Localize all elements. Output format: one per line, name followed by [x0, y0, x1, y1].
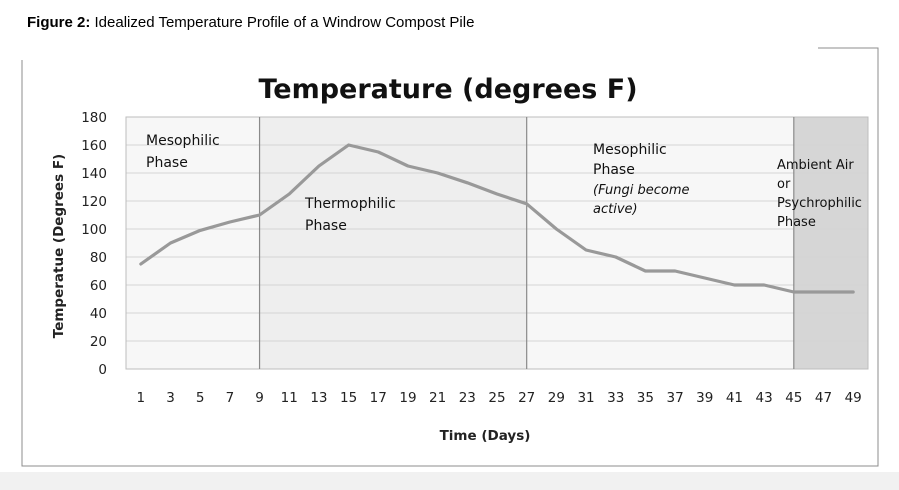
y-tick-label: 120	[81, 194, 107, 210]
x-tick-label: 7	[226, 390, 235, 406]
figure-caption: Figure 2: Idealized Temperature Profile …	[27, 14, 474, 31]
y-tick-label: 160	[81, 138, 107, 154]
phase-label-line: or	[777, 177, 791, 192]
x-tick-labels: 1 3 5 7 9 11 13 15 17 19 21 23 25 27 29 31 33 35 37 39 41 43 4…	[137, 390, 862, 406]
phase-regions	[126, 117, 868, 369]
x-tick-label: 49	[845, 390, 862, 406]
x-tick-label: 47	[815, 390, 832, 406]
x-tick-label: 27	[518, 390, 535, 406]
x-tick-label: 25	[488, 390, 505, 406]
phase-region-1	[126, 117, 260, 369]
x-tick-label: 3	[166, 390, 175, 406]
x-axis-label: Time (Days)	[440, 428, 531, 444]
x-tick-label: 29	[548, 390, 565, 406]
phase-label-line: Phase	[593, 162, 635, 178]
x-tick-label: 9	[255, 390, 264, 406]
y-tick-label: 60	[90, 278, 107, 294]
phase-label-4: Ambient Air or Psychrophilic Phase	[777, 158, 862, 230]
gridlines	[125, 116, 869, 370]
chart-frame	[21, 47, 879, 467]
y-tick-label: 140	[81, 166, 107, 182]
y-tick-label: 80	[90, 250, 107, 266]
y-tick-labels: 0 20 40 60 80 100 120 140 160 180	[81, 110, 107, 378]
phase-label-2: Thermophilic Phase	[304, 196, 396, 234]
x-tick-label: 15	[340, 390, 357, 406]
y-tick-label: 100	[81, 222, 107, 238]
chart-title: Temperature (degrees F)	[258, 74, 637, 105]
phase-label-line: Thermophilic	[304, 196, 396, 212]
x-tick-label: 39	[696, 390, 713, 406]
phase-label-line: Psychrophilic	[777, 196, 862, 211]
x-tick-label: 1	[137, 390, 146, 406]
phase-label-line: Ambient Air	[777, 158, 854, 173]
x-tick-label: 13	[310, 390, 327, 406]
phase-label-1: Mesophilic Phase	[146, 133, 220, 171]
temperature-line	[139, 143, 855, 294]
phase-label-3: Mesophilic Phase (Fungi become active)	[593, 142, 690, 217]
phase-label-line: (Fungi become	[593, 183, 690, 198]
temperature-series	[139, 143, 855, 294]
x-tick-label: 35	[637, 390, 654, 406]
phase-label-line: Phase	[305, 218, 347, 234]
bottom-strip	[0, 472, 899, 490]
x-tick-label: 33	[607, 390, 624, 406]
y-axis-label: Temperatue (Degrees F)	[51, 154, 67, 338]
y-tick-label: 0	[98, 362, 107, 378]
phase-labels: MesophilicPhaseThermophilicPhaseMesophil…	[146, 133, 862, 234]
x-tick-label: 19	[399, 390, 416, 406]
y-tick-label: 180	[81, 110, 107, 126]
phase-region-4	[793, 117, 868, 369]
plot-border	[125, 116, 869, 370]
y-tick-label: 20	[90, 334, 107, 350]
phase-label-line: Mesophilic	[146, 133, 220, 149]
y-tick-label: 40	[90, 306, 107, 322]
x-tick-label: 41	[726, 390, 743, 406]
x-tick-label: 11	[281, 390, 298, 406]
phase-label-line: Phase	[146, 155, 188, 171]
x-tick-label: 17	[370, 390, 387, 406]
x-tick-label: 37	[666, 390, 683, 406]
x-tick-label: 21	[429, 390, 446, 406]
x-tick-label: 43	[756, 390, 773, 406]
x-tick-label: 31	[577, 390, 594, 406]
figure-caption-label: Figure 2:	[27, 14, 91, 31]
phase-label-line: Mesophilic	[593, 142, 667, 158]
x-tick-label: 23	[459, 390, 476, 406]
phase-label-line: active)	[593, 202, 638, 217]
x-tick-label: 45	[785, 390, 802, 406]
phase-region-3	[526, 117, 794, 369]
phase-label-line: Phase	[777, 215, 816, 230]
figure-caption-text: Idealized Temperature Profile of a Windr…	[90, 14, 475, 31]
x-tick-label: 5	[196, 390, 205, 406]
phase-region-2	[259, 117, 527, 369]
